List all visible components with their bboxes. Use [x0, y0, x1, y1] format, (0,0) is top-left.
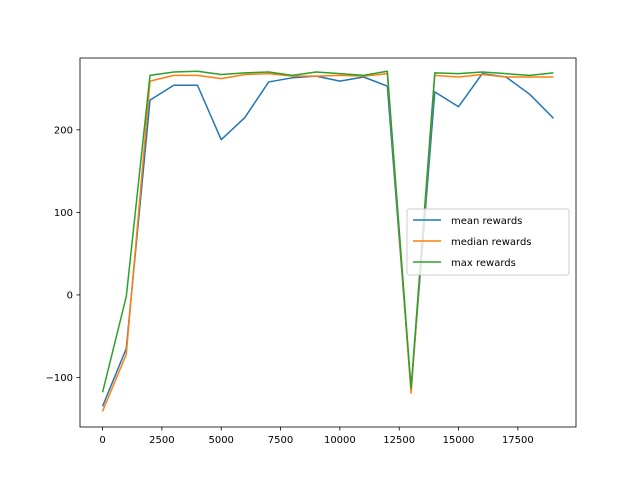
- series-line-mean-rewards: [101, 72, 554, 407]
- series-line-median-rewards: [101, 72, 554, 412]
- legend-box: [406, 208, 570, 276]
- y-tick-label: 100: [54, 208, 73, 219]
- x-tick-label: 5000: [208, 435, 233, 446]
- plot-area-frame: [79, 57, 577, 428]
- y-tick-label: −100: [46, 373, 73, 384]
- x-tick-label: 15000: [443, 435, 475, 446]
- y-axis: −100 0 100 200: [46, 125, 80, 384]
- legend: mean rewards median rewards max rewards: [406, 208, 570, 276]
- x-tick-label: 17500: [502, 435, 534, 446]
- legend-label-mean-rewards: mean rewards: [451, 216, 522, 227]
- x-tick-label: 0: [99, 435, 105, 446]
- legend-label-max-rewards: max rewards: [451, 258, 516, 269]
- x-tick-label: 7500: [268, 435, 293, 446]
- legend-label-median-rewards: median rewards: [451, 237, 532, 248]
- x-axis: 0 2500 5000 7500 10000 12500 15000 17500: [99, 427, 534, 446]
- series-line-max-rewards: [101, 70, 554, 393]
- y-tick-label: 0: [67, 290, 73, 301]
- x-tick-label: 12500: [383, 435, 415, 446]
- x-tick-label: 10000: [324, 435, 356, 446]
- x-tick-label: 2500: [149, 435, 174, 446]
- series-lines: [101, 70, 554, 412]
- y-tick-label: 200: [54, 125, 73, 136]
